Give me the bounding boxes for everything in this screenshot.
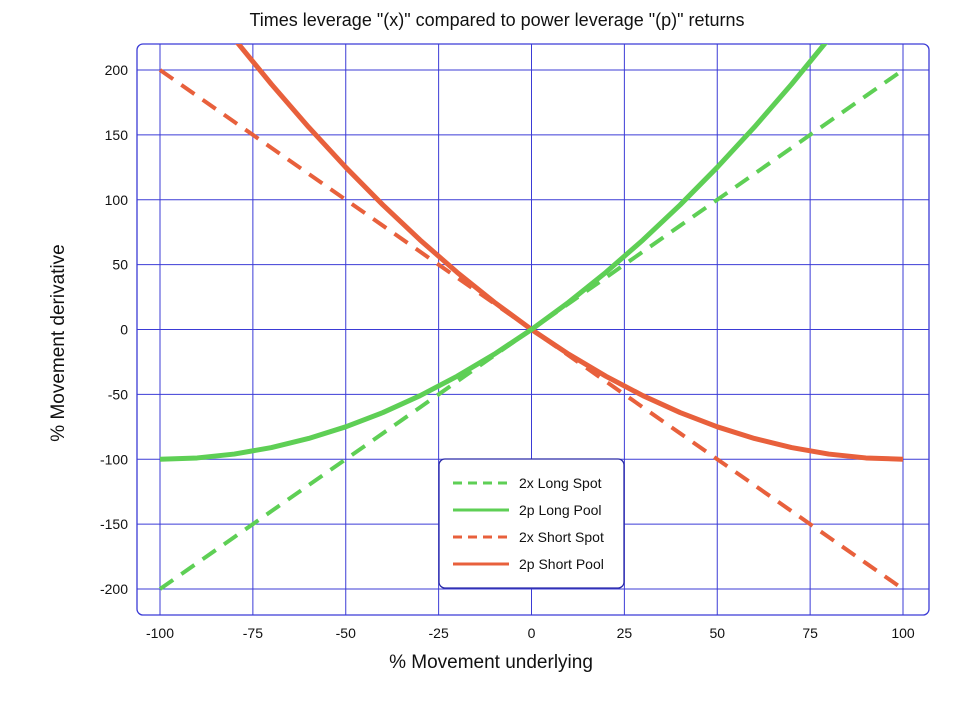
y-tick-label: 0 xyxy=(120,322,128,338)
x-tick-label: -25 xyxy=(429,625,449,641)
x-tick-label: -75 xyxy=(243,625,263,641)
legend-label-2p-short-pool: 2p Short Pool xyxy=(519,556,604,572)
legend-box xyxy=(438,458,625,589)
y-tick-label: 50 xyxy=(112,257,128,273)
x-tick-label: 25 xyxy=(617,625,633,641)
y-tick-label: -200 xyxy=(100,581,128,597)
y-tick-label: 200 xyxy=(105,62,129,78)
y-tick-label: 150 xyxy=(105,127,129,143)
x-tick-label: 75 xyxy=(802,625,818,641)
x-axis-title: % Movement underlying xyxy=(389,652,593,673)
x-tick-label: -100 xyxy=(146,625,174,641)
x-tick-label: -50 xyxy=(336,625,356,641)
legend-label-2x-short-spot: 2x Short Spot xyxy=(519,529,604,545)
y-axis-title: % Movement derivative xyxy=(48,244,69,441)
series-layer xyxy=(158,44,905,591)
x-tick-label: 100 xyxy=(891,625,915,641)
y-tick-label: -100 xyxy=(100,451,128,467)
x-tick-label: 0 xyxy=(528,625,536,641)
series-line-2p-long-pool xyxy=(159,44,828,462)
chart-title: Times leverage "(x)" compared to power l… xyxy=(249,10,744,30)
legend-label-2p-long-pool: 2p Long Pool xyxy=(519,502,602,518)
x-tick-label: 50 xyxy=(709,625,725,641)
legend-label-2x-long-spot: 2x Long Spot xyxy=(519,475,602,491)
y-tick-label: -50 xyxy=(108,386,128,402)
y-tick-label: 100 xyxy=(105,192,129,208)
legend: 2x Long Spot 2p Long Pool 2x Short Spot 2p … xyxy=(438,458,625,589)
y-tick-label: -150 xyxy=(100,516,128,532)
tick-labels: -100 -75 -50 -25 0 25 50 75 100 -200 -150 -100 -50 0 5… xyxy=(100,62,915,641)
